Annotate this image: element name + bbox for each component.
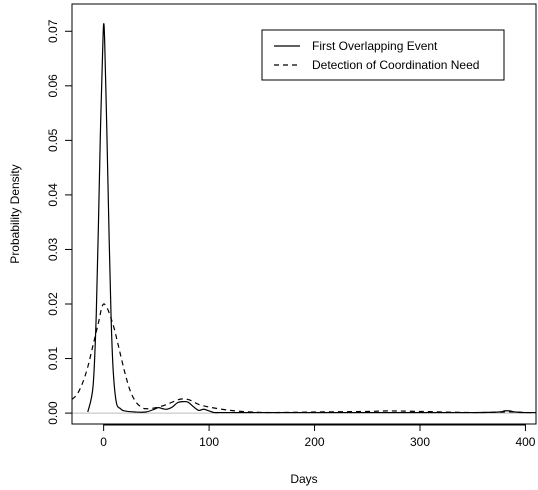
x-tick-label: 200 bbox=[305, 435, 325, 449]
series-layer bbox=[71, 23, 537, 414]
legend: First Overlapping Event Detection of Coo… bbox=[261, 29, 505, 81]
y-tick-label: 0.05 bbox=[46, 128, 60, 152]
legend-label-detection-of-coordination-need: Detection of Coordination Need bbox=[312, 58, 479, 72]
y-tick-label: 0.04 bbox=[46, 183, 60, 207]
y-tick-label: 0.02 bbox=[46, 292, 60, 316]
y-axis-title: Probability Density bbox=[8, 164, 22, 263]
y-tick-label: 0.03 bbox=[46, 237, 60, 261]
legend-label-first-overlapping-event: First Overlapping Event bbox=[312, 39, 438, 53]
x-axis: 0 100 200 300 400 bbox=[100, 424, 536, 449]
x-tick-label: 300 bbox=[410, 435, 430, 449]
series-line-detection-of-coordination-need bbox=[71, 303, 537, 414]
y-tick-label: 0.07 bbox=[46, 19, 60, 43]
legend-box bbox=[261, 29, 505, 81]
y-tick-label: 0.06 bbox=[46, 74, 60, 98]
series-line-first-overlapping-event bbox=[87, 23, 537, 414]
y-tick-label: 0.00 bbox=[46, 401, 60, 425]
x-tick-label: 100 bbox=[199, 435, 219, 449]
x-tick-label: 0 bbox=[100, 435, 107, 449]
y-tick-label: 0.01 bbox=[46, 347, 60, 371]
x-tick-label: 400 bbox=[515, 435, 535, 449]
y-axis: 0.00 0.01 0.02 0.03 0.04 0.05 0.06 0.07 bbox=[46, 19, 73, 425]
x-axis-title: Days bbox=[290, 472, 317, 486]
